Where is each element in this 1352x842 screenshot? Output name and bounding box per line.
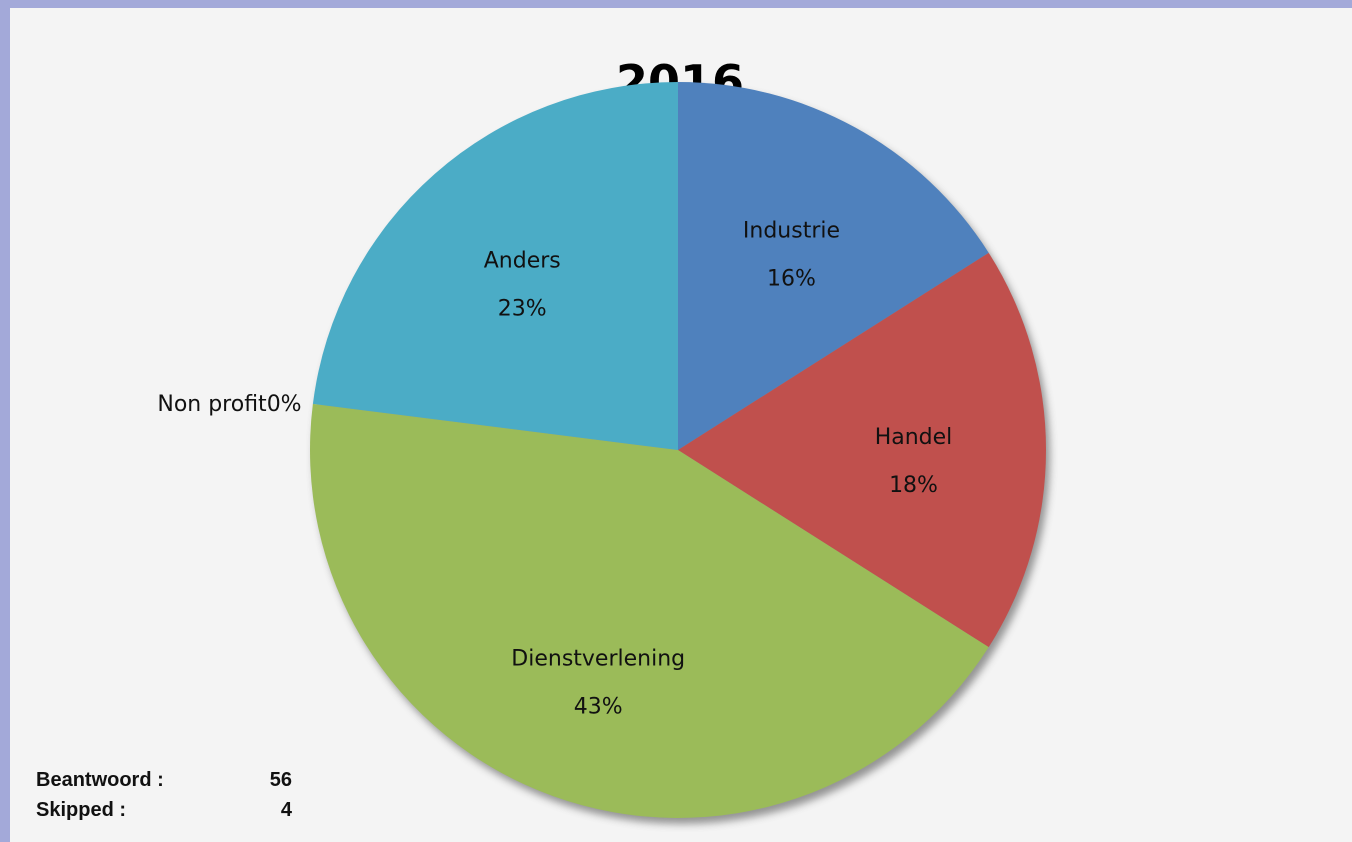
- slice-value: 23%: [498, 296, 547, 321]
- slice-name: Handel: [875, 425, 953, 450]
- pie-slice: [678, 82, 989, 450]
- slice-name: Industrie: [743, 219, 840, 244]
- pie-slice: [678, 252, 1046, 648]
- slice-value: 0%: [267, 392, 302, 417]
- slice-value: 43%: [574, 695, 623, 720]
- skipped-value: 4: [281, 799, 293, 821]
- answered-value: 56: [270, 769, 292, 791]
- answered-label: Beantwoord :: [36, 769, 164, 791]
- pie: [310, 82, 1046, 818]
- slice-name: Dienstverlening: [511, 647, 685, 672]
- skipped-label: Skipped :: [36, 799, 126, 821]
- pie-slice: [310, 403, 989, 818]
- slice-value: 16%: [767, 267, 816, 292]
- slice-label: Non profit0%: [157, 392, 301, 417]
- slice-value: 18%: [889, 473, 938, 498]
- labels: Industrie 16% Handel 18% Dienstverlening 43% N…: [157, 219, 952, 720]
- slice-name: Anders: [484, 248, 561, 273]
- slice-name: Non profit: [157, 392, 267, 417]
- pie-slice: [312, 82, 678, 450]
